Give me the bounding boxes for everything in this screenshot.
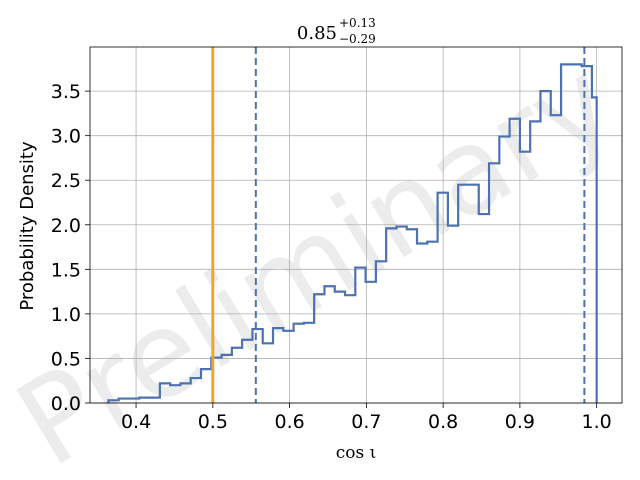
histogram-bin <box>366 282 376 403</box>
y-tick-label: 3.0 <box>51 126 81 148</box>
histogram-bin <box>571 64 581 403</box>
histogram-bin <box>530 121 540 403</box>
marker-lines <box>211 47 586 403</box>
histogram-bin <box>510 119 520 403</box>
histogram-bin <box>407 229 417 403</box>
histogram-bin <box>160 383 170 403</box>
x-tick-label: 1.0 <box>582 411 612 433</box>
y-tick-label: 3.5 <box>51 81 81 103</box>
x-tick-label: 0.6 <box>274 411 304 433</box>
x-tick-label: 0.5 <box>198 411 228 433</box>
histogram-bin <box>499 137 509 403</box>
histogram-bin <box>592 97 597 403</box>
histogram-bin <box>376 261 386 403</box>
chart-title: 0.85 +0.13 −0.29 <box>297 16 376 46</box>
histogram-bin <box>263 343 273 403</box>
histogram-series <box>107 63 598 403</box>
histogram-bin <box>551 115 561 403</box>
histogram-bin <box>283 331 293 403</box>
histogram-bin <box>386 228 396 403</box>
x-axis-label: cos ι <box>336 443 377 463</box>
histogram-bin <box>242 340 252 403</box>
histogram-bin <box>222 355 232 403</box>
title-value: 0.85 <box>297 23 337 44</box>
histogram-bin <box>396 227 406 403</box>
histogram-bin <box>458 185 468 403</box>
x-tick-label: 0.7 <box>351 411 381 433</box>
histogram-bin <box>252 329 262 403</box>
histogram-bin <box>108 400 118 403</box>
title-upper-error: +0.13 <box>339 16 376 30</box>
histogram-bin <box>561 64 571 403</box>
y-tick-label: 2.0 <box>51 215 81 237</box>
histogram-bin <box>540 91 550 403</box>
histogram-bin <box>335 292 345 403</box>
histogram-bin <box>448 226 458 403</box>
histogram-bin <box>479 214 489 403</box>
histogram-bin <box>139 398 149 403</box>
histogram-step-line <box>107 63 598 403</box>
title-lower-error: −0.29 <box>339 32 376 46</box>
x-tick-label: 0.8 <box>428 411 458 433</box>
y-axis-ticks: 0.0 0.5 1.0 1.5 2.0 2.5 3.0 3.5 <box>51 81 90 415</box>
histogram-bin <box>468 185 478 403</box>
histogram-bin <box>273 328 283 403</box>
histogram-bin <box>170 385 180 403</box>
histogram-bin <box>304 323 314 403</box>
y-axis-label: Probability Density <box>17 141 38 311</box>
histogram-bin <box>232 348 242 403</box>
x-axis-ticks: 0.4 0.5 0.6 0.7 0.8 0.9 1.0 <box>121 403 612 433</box>
histogram-bin <box>427 242 437 403</box>
histogram-bin <box>324 286 334 403</box>
histogram-bin <box>520 152 530 403</box>
y-tick-label: 0.0 <box>51 393 81 415</box>
histogram-bin <box>150 398 160 403</box>
histogram-bin <box>582 66 592 403</box>
histogram-bin <box>417 243 427 403</box>
histogram-bin <box>438 193 448 403</box>
y-tick-label: 1.0 <box>51 304 81 326</box>
histogram-bin <box>180 383 190 403</box>
y-tick-label: 0.5 <box>51 348 81 370</box>
histogram-bin <box>489 163 499 403</box>
histogram-bin <box>355 268 365 403</box>
y-tick-label: 2.5 <box>51 170 81 192</box>
histogram-bin <box>345 295 355 403</box>
histogram-bin <box>129 399 139 403</box>
y-tick-label: 1.5 <box>51 259 81 281</box>
histogram-bin <box>119 399 129 403</box>
x-tick-label: 0.9 <box>505 411 535 433</box>
histogram-bin <box>314 294 324 403</box>
histogram-bin <box>294 324 304 403</box>
x-tick-label: 0.4 <box>121 411 151 433</box>
histogram-bin <box>191 378 201 403</box>
histogram-bin <box>201 369 211 403</box>
